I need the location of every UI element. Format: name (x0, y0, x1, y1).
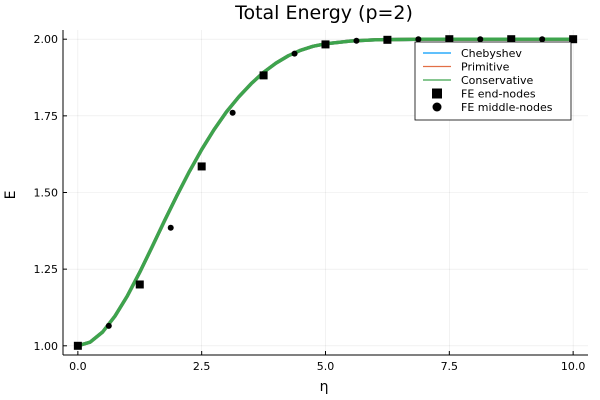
point-fe-middle-nodes (539, 36, 546, 43)
point-fe-middle-nodes (167, 224, 174, 231)
legend-label-primitive: Primitive (461, 61, 510, 74)
point-fe-middle-nodes (229, 109, 236, 116)
legend-label-conservative: Conservative (461, 74, 534, 87)
y-tick-label: 1.50 (34, 187, 59, 200)
x-tick-label: 2.5 (193, 360, 211, 373)
point-fe-middle-nodes (353, 37, 360, 44)
x-tick-label: 5.0 (317, 360, 335, 373)
legend-label-chebyshev: Chebyshev (461, 47, 522, 60)
legend-label-fe-middle-nodes: FE middle-nodes (461, 101, 553, 114)
axes: 0.0 2.5 5.0 7.5 10.0 1.00 1.25 1.50 1.75 2.00 (34, 30, 588, 373)
y-tick-label: 1.00 (34, 340, 59, 353)
chart-title: Total Energy (p=2) (234, 2, 413, 24)
x-tick-label: 0.0 (69, 360, 87, 373)
y-axis-label: E (3, 191, 19, 200)
point-fe-middle-nodes (477, 36, 484, 43)
point-fe-end-nodes (197, 162, 206, 171)
point-fe-middle-nodes (105, 322, 112, 329)
legend-swatch-fe-middle-nodes (432, 102, 442, 112)
point-fe-end-nodes (569, 35, 578, 44)
legend-swatch-fe-end-nodes (432, 88, 442, 99)
point-fe-end-nodes (321, 40, 330, 49)
legend-label-fe-end-nodes: FE end-nodes (461, 88, 536, 101)
series-layer (73, 35, 578, 350)
point-fe-end-nodes (259, 71, 268, 80)
point-fe-end-nodes (383, 35, 392, 44)
x-tick-label: 7.5 (441, 360, 459, 373)
x-axis-label: η (320, 379, 329, 395)
y-tick-label: 2.00 (34, 33, 59, 46)
x-tick-label: 10.0 (561, 360, 586, 373)
point-fe-end-nodes (135, 280, 144, 289)
y-tick-label: 1.25 (34, 263, 59, 276)
point-fe-end-nodes (445, 35, 454, 44)
point-fe-end-nodes (73, 341, 82, 350)
point-fe-end-nodes (507, 35, 516, 44)
point-fe-middle-nodes (415, 36, 422, 43)
point-fe-middle-nodes (291, 50, 298, 57)
y-tick-label: 1.75 (34, 110, 59, 123)
